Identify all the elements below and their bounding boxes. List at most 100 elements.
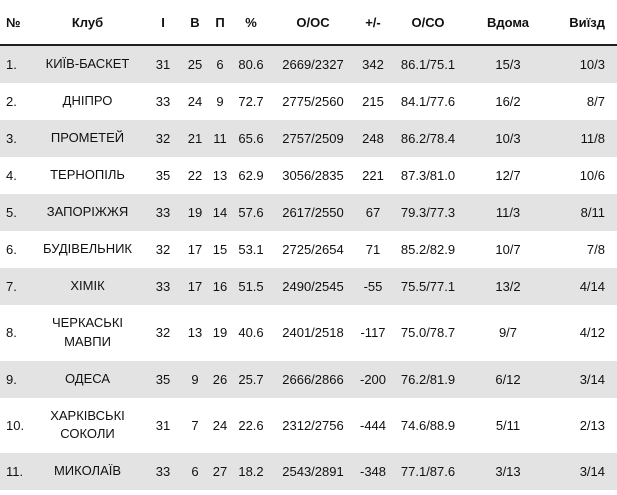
averages-cell: 79.3/77.3	[400, 204, 456, 220]
percent-cell: 25.7	[238, 371, 264, 387]
plusminus-cell: -348	[359, 464, 387, 480]
points-cell: 2669/2327	[282, 56, 344, 72]
games-cell: 33	[155, 204, 171, 220]
club-cell: БУДІВЕЛЬНИК	[42, 240, 133, 256]
wins-cell: 22	[187, 167, 203, 183]
club-cell: ХАРКІВСЬКІ СОКОЛИ	[50, 407, 125, 442]
wins-cell: 17	[187, 278, 203, 294]
club-cell: ТЕРНОПІЛЬ	[50, 166, 125, 182]
rank-cell: 11.	[6, 464, 24, 480]
points-cell: 2543/2891	[282, 464, 344, 480]
averages-cell: 77.1/87.6	[400, 464, 456, 480]
table-row: 2. ДНІПРО 33 24 9 72.7 2775/2560 215 84.…	[0, 82, 617, 120]
home-cell: 3/13	[495, 464, 521, 480]
plusminus-cell: 342	[362, 56, 384, 72]
points-cell: 2757/2509	[282, 130, 344, 146]
table-row: 8. ЧЕРКАСЬКІ МАВПИ 32 13 19 40.6 2401/25…	[0, 304, 617, 361]
plusminus-cell: 248	[362, 130, 384, 146]
averages-cell: 86.1/75.1	[400, 56, 456, 72]
rank-cell: 5.	[6, 204, 17, 220]
away-cell: 3/14	[579, 464, 605, 480]
rank-cell: 4.	[6, 167, 17, 183]
home-cell: 13/2	[495, 278, 521, 294]
home-cell: 5/11	[495, 417, 521, 433]
table-row: 3. ПРОМЕТЕЙ 32 21 11 65.6 2757/2509 248 …	[0, 119, 617, 157]
points-cell: 2775/2560	[282, 93, 344, 109]
col-header-club: Клуб	[30, 0, 145, 46]
losses-cell: 11	[213, 130, 227, 146]
table-row: 7. ХІМІК 33 17 16 51.5 2490/2545 -55 75.…	[0, 267, 617, 305]
plusminus-cell: -55	[363, 278, 383, 294]
games-cell: 33	[155, 278, 171, 294]
table-row: 6. БУДІВЕЛЬНИК 32 17 15 53.1 2725/2654 7…	[0, 230, 617, 268]
away-cell: 10/3	[579, 56, 605, 72]
club-cell: ЗАПОРІЖЖЯ	[46, 203, 129, 219]
percent-cell: 53.1	[238, 241, 264, 257]
percent-cell: 40.6	[238, 325, 264, 341]
averages-cell: 74.6/88.9	[400, 417, 456, 433]
col-header-rank: №	[0, 0, 30, 46]
table-header-row: № Клуб І В П % О/ОС +/- О/СО Вдома Виїзд	[0, 0, 617, 46]
plusminus-cell: 71	[365, 241, 381, 257]
plusminus-cell: -200	[359, 371, 387, 387]
percent-cell: 18.2	[238, 464, 264, 480]
home-cell: 12/7	[495, 167, 521, 183]
losses-cell: 14	[212, 204, 228, 220]
averages-cell: 76.2/81.9	[400, 371, 456, 387]
plusminus-cell: -444	[359, 417, 387, 433]
table-row: 4. ТЕРНОПІЛЬ 35 22 13 62.9 3056/2835 221…	[0, 156, 617, 194]
home-cell: 6/12	[495, 371, 521, 387]
home-cell: 11/3	[495, 204, 521, 220]
home-cell: 9/7	[498, 325, 518, 341]
points-cell: 3056/2835	[282, 167, 344, 183]
losses-cell: 24	[212, 417, 228, 433]
wins-cell: 9	[191, 371, 199, 387]
away-cell: 8/11	[580, 204, 605, 220]
averages-cell: 87.3/81.0	[400, 167, 456, 183]
club-cell: МИКОЛАЇВ	[53, 463, 122, 479]
plusminus-cell: -117	[360, 325, 386, 341]
percent-cell: 80.6	[238, 56, 264, 72]
games-cell: 31	[155, 56, 171, 72]
away-cell: 2/13	[579, 417, 605, 433]
away-cell: 10/6	[579, 167, 605, 183]
home-cell: 15/3	[495, 56, 521, 72]
games-cell: 35	[155, 167, 171, 183]
table-row: 10. ХАРКІВСЬКІ СОКОЛИ 31 7 24 22.6 2312/…	[0, 397, 617, 454]
rank-cell: 8.	[6, 325, 17, 341]
table-row: 11. МИКОЛАЇВ 33 6 27 18.2 2543/2891 -348…	[0, 453, 617, 491]
away-cell: 4/14	[579, 278, 605, 294]
rank-cell: 7.	[6, 278, 17, 294]
plusminus-cell: 221	[362, 167, 384, 183]
table-row: 5. ЗАПОРІЖЖЯ 33 19 14 57.6 2617/2550 67 …	[0, 193, 617, 231]
wins-cell: 19	[187, 204, 203, 220]
wins-cell: 24	[187, 93, 203, 109]
losses-cell: 16	[212, 278, 228, 294]
home-cell: 10/7	[495, 241, 521, 257]
rank-cell: 1.	[6, 56, 17, 72]
club-cell: ЧЕРКАСЬКІ МАВПИ	[51, 314, 124, 349]
home-cell: 16/2	[495, 93, 521, 109]
col-header-percent: %	[231, 0, 271, 46]
percent-cell: 22.6	[238, 417, 264, 433]
losses-cell: 9	[216, 93, 224, 109]
rank-cell: 3.	[6, 130, 17, 146]
games-cell: 33	[155, 464, 171, 480]
averages-cell: 75.0/78.7	[400, 325, 456, 341]
percent-cell: 57.6	[238, 204, 264, 220]
col-header-games: І	[145, 0, 181, 46]
losses-cell: 15	[212, 241, 228, 257]
wins-cell: 7	[191, 417, 199, 433]
rank-cell: 6.	[6, 241, 17, 257]
table-row: 9. ОДЕСА 35 9 26 25.7 2666/2866 -200 76.…	[0, 360, 617, 398]
losses-cell: 27	[212, 464, 228, 480]
col-header-averages: О/СО	[391, 0, 465, 46]
percent-cell: 62.9	[238, 167, 264, 183]
games-cell: 35	[155, 371, 171, 387]
points-cell: 2490/2545	[282, 278, 344, 294]
club-cell: ДНІПРО	[62, 92, 113, 108]
percent-cell: 51.5	[238, 278, 264, 294]
away-cell: 3/14	[579, 371, 605, 387]
col-header-away: Виїзд	[551, 0, 617, 46]
